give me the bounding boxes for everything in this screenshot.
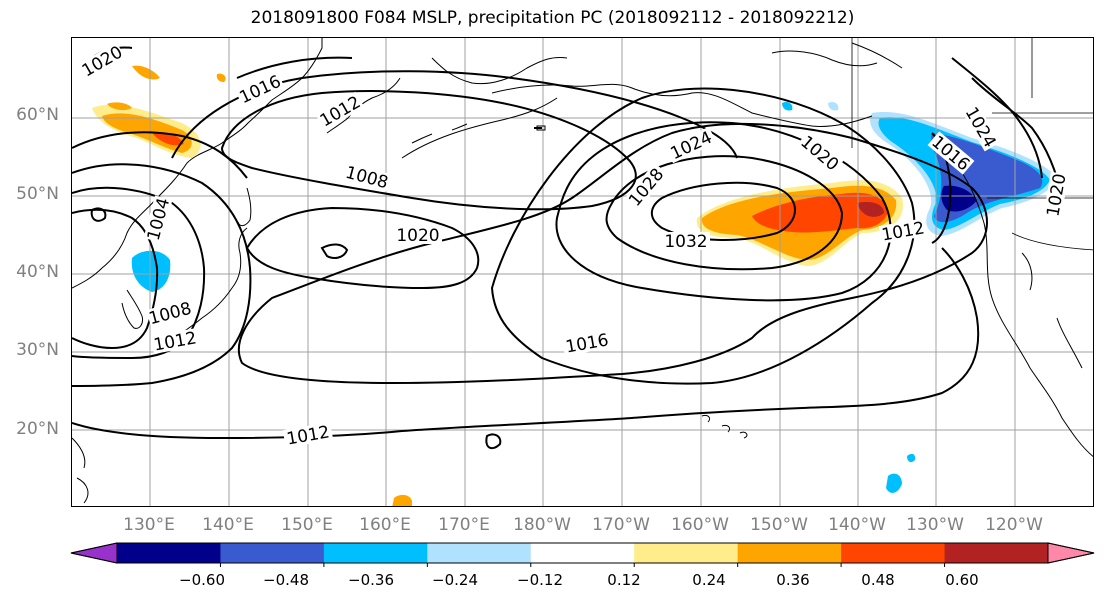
colorbar-label: −0.36 bbox=[348, 571, 394, 589]
colorbar-segment bbox=[944, 543, 1049, 563]
coast-alaska bbox=[491, 83, 873, 127]
contour-1020-west bbox=[245, 206, 480, 290]
map-canvas: 1020 1016 1012 1008 1004 1020 1008 1012 … bbox=[72, 38, 1093, 506]
colorbar-segment bbox=[427, 543, 532, 563]
contour-1012-west bbox=[72, 163, 252, 387]
contour-1008-west bbox=[72, 186, 206, 360]
grid-lines bbox=[72, 38, 1093, 506]
contour-1024-east bbox=[951, 57, 1043, 179]
lat-label-50n: 50°N bbox=[16, 184, 59, 204]
lat-label-40n: 40°N bbox=[16, 262, 59, 282]
colorbar bbox=[70, 542, 1095, 567]
contour-1028 bbox=[605, 155, 844, 271]
lon-label-150e: 150°E bbox=[281, 515, 333, 535]
coast-japan bbox=[166, 227, 248, 344]
lat-label-20n: 20°N bbox=[16, 419, 59, 439]
isobar-label-3: 1012 bbox=[317, 92, 364, 131]
lon-label-120w: 120°W bbox=[985, 515, 1043, 535]
colorbar-segments bbox=[70, 542, 1095, 564]
contour-1012-south bbox=[72, 247, 980, 440]
isobar-label-10: 1012 bbox=[285, 422, 331, 449]
colorbar-segment bbox=[323, 543, 428, 563]
lon-label-150w: 150°W bbox=[750, 515, 808, 535]
colorbar-label: 0.12 bbox=[607, 571, 641, 589]
colorbar-outline bbox=[70, 542, 1095, 564]
lon-label-140w: 140°W bbox=[828, 515, 886, 535]
mslp-contours bbox=[72, 46, 1063, 450]
coast-philippines bbox=[72, 437, 89, 504]
isobar-label-9: 1016 bbox=[564, 330, 610, 357]
isobar-label-13: 1032 bbox=[664, 232, 707, 252]
lon-label-130e: 130°E bbox=[123, 515, 175, 535]
colorbar-label: −0.48 bbox=[263, 571, 309, 589]
coast-bering bbox=[431, 57, 568, 85]
coast-na-west bbox=[951, 157, 1093, 457]
colorbar-segment bbox=[634, 543, 739, 563]
colorbar-label: 0.24 bbox=[692, 571, 726, 589]
isobar-label-6: 1020 bbox=[396, 226, 439, 246]
coastlines bbox=[72, 38, 1093, 504]
isobar-label-1: 1020 bbox=[79, 42, 126, 81]
coast-korea bbox=[121, 289, 143, 329]
colorbar-label: −0.12 bbox=[517, 571, 563, 589]
colorbar-segment bbox=[841, 543, 946, 563]
map-panel: 1020 1016 1012 1008 1004 1020 1008 1012 … bbox=[71, 37, 1094, 507]
chart-title: 2018091800 F084 MSLP, precipitation PC (… bbox=[250, 8, 855, 28]
contour-1008 bbox=[220, 90, 637, 211]
lon-label-160e: 160°E bbox=[359, 515, 411, 535]
contour-1024 bbox=[555, 121, 892, 302]
colorbar-ticks bbox=[219, 563, 946, 567]
lat-label-30n: 30°N bbox=[16, 340, 59, 360]
lon-label-160w: 160°W bbox=[671, 515, 729, 535]
colorbar-segment bbox=[530, 543, 635, 563]
colorbar-label: 0.36 bbox=[776, 571, 810, 589]
isobar-label-4: 1008 bbox=[343, 163, 390, 194]
lon-label-140e: 140°E bbox=[202, 515, 254, 535]
colorbar-segment bbox=[117, 543, 221, 563]
coast-aleutians bbox=[411, 123, 468, 144]
contour-1016-west bbox=[72, 131, 248, 179]
lon-label-170e: 170°E bbox=[438, 515, 490, 535]
colorbar-label: −0.60 bbox=[179, 571, 225, 589]
contour-1004-west bbox=[72, 208, 159, 350]
coast-hawaii bbox=[701, 415, 748, 439]
colorbar-extend-min bbox=[70, 542, 118, 564]
lat-label-60n: 60°N bbox=[16, 105, 59, 125]
colorbar-label: 0.48 bbox=[861, 571, 895, 589]
contour-1032 bbox=[650, 181, 796, 241]
contour-1016 bbox=[237, 122, 988, 385]
coast-east-asia bbox=[72, 38, 323, 289]
lon-label-180w: 180°W bbox=[513, 515, 571, 535]
lon-label-130w: 130°W bbox=[906, 515, 964, 535]
colorbar-label: 0.60 bbox=[945, 571, 979, 589]
colorbar-segment bbox=[220, 543, 325, 563]
isobar-label-5: 1004 bbox=[144, 196, 175, 243]
colorbar-label: −0.24 bbox=[432, 571, 478, 589]
colorbar-extend-max bbox=[1047, 542, 1095, 564]
lon-label-170w: 170°W bbox=[592, 515, 650, 535]
colorbar-segment bbox=[737, 543, 842, 563]
